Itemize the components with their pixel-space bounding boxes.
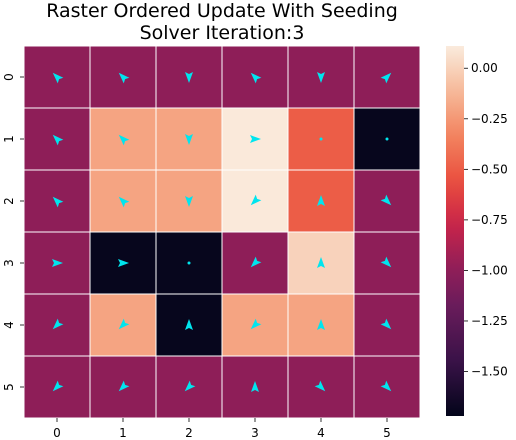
x-axis-ticks: 0 1 2 3 4 5 (53, 418, 391, 440)
y-tick-label: 2 (2, 197, 16, 205)
heatmap-cell (221, 231, 289, 295)
arrow-marker (118, 196, 130, 208)
arrow-marker (52, 196, 64, 208)
arrow-marker (317, 319, 325, 330)
x-tick-label: 3 (251, 426, 259, 440)
arrow-marker (118, 259, 129, 267)
arrow-marker (185, 134, 193, 145)
arrow-marker (184, 380, 196, 392)
arrow-marker (52, 259, 63, 267)
x-tick-label: 1 (119, 426, 127, 440)
arrow-marker (317, 195, 325, 206)
arrow-marker (52, 72, 64, 84)
y-tick-label: 5 (2, 383, 16, 391)
arrow-marker-point (319, 137, 323, 141)
x-tick-label: 0 (53, 426, 61, 440)
arrow-marker (52, 380, 64, 392)
arrow-marker (314, 380, 326, 392)
arrow-marker (380, 72, 392, 84)
heatmap-cells (23, 45, 421, 419)
arrow-marker (380, 194, 392, 206)
arrow-marker (250, 194, 262, 206)
arrow-marker (250, 135, 261, 143)
y-tick-label: 1 (2, 135, 16, 143)
arrow-marker (380, 256, 392, 268)
colorbar-tick-label: −1.00 (471, 263, 508, 277)
colorbar-tick-label: 0.00 (471, 61, 498, 75)
arrow-marker (185, 72, 193, 83)
chart-title-line-2: Solver Iteration:3 (140, 22, 305, 44)
arrow-marker (52, 318, 64, 330)
colorbar-tick-label: −1.25 (471, 314, 508, 328)
y-tick-label: 4 (2, 321, 16, 329)
x-tick-label: 5 (383, 426, 391, 440)
arrow-marker (250, 256, 262, 268)
arrow-marker (118, 318, 130, 330)
x-tick-label: 4 (317, 426, 325, 440)
x-tick-label: 2 (185, 426, 193, 440)
colorbar: 0.00 −0.25 −0.50 −0.75 −1.00 −1.25 −1.50 (446, 46, 508, 416)
arrow-marker (380, 380, 392, 392)
colorbar-tick-label: −0.75 (471, 213, 508, 227)
y-axis-ticks: 0 1 2 3 4 5 (2, 73, 24, 391)
arrow-marker (185, 319, 193, 330)
y-tick-label: 3 (2, 259, 16, 267)
colorbar-gradient (446, 46, 464, 416)
heatmap-cell (89, 107, 157, 171)
arrow-marker (52, 134, 64, 146)
arrow-marker (250, 72, 262, 84)
colorbar-tick-label: −1.50 (471, 365, 508, 379)
arrow-marker (251, 381, 259, 392)
arrow-marker (118, 72, 130, 84)
arrow-marker (380, 318, 392, 330)
arrow-marker (250, 318, 262, 330)
colorbar-tick-label: −0.50 (471, 162, 508, 176)
colorbar-tick-label: −0.25 (471, 112, 508, 126)
arrow-markers (52, 72, 392, 392)
arrow-marker (118, 380, 130, 392)
heatmap-cell (89, 169, 157, 233)
arrow-marker (317, 72, 325, 83)
arrow-marker-point (385, 137, 389, 141)
arrow-marker (118, 134, 130, 146)
arrow-marker (317, 257, 325, 268)
y-tick-label: 0 (2, 73, 16, 81)
arrow-marker (185, 196, 193, 207)
chart-title-line-1: Raster Ordered Update With Seeding (46, 0, 398, 22)
arrow-marker-point (187, 261, 191, 265)
